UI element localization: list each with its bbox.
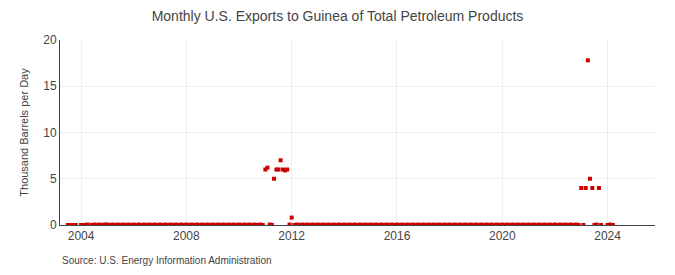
svg-text:Monthly U.S. Exports to Guinea: Monthly U.S. Exports to Guinea of Total … (152, 8, 524, 24)
svg-text:20: 20 (43, 33, 57, 47)
svg-text:Thousand Barrels per Day: Thousand Barrels per Day (18, 68, 30, 197)
svg-text:Source: U.S. Energy Informatio: Source: U.S. Energy Information Administ… (62, 255, 272, 266)
svg-text:2004: 2004 (68, 229, 95, 243)
svg-text:2016: 2016 (384, 229, 411, 243)
svg-text:2008: 2008 (173, 229, 200, 243)
svg-text:2024: 2024 (594, 229, 621, 243)
svg-text:10: 10 (43, 126, 57, 140)
svg-text:5: 5 (50, 172, 57, 186)
svg-text:2020: 2020 (489, 229, 516, 243)
svg-text:0: 0 (50, 218, 57, 232)
svg-text:15: 15 (43, 79, 57, 93)
svg-text:2012: 2012 (278, 229, 305, 243)
